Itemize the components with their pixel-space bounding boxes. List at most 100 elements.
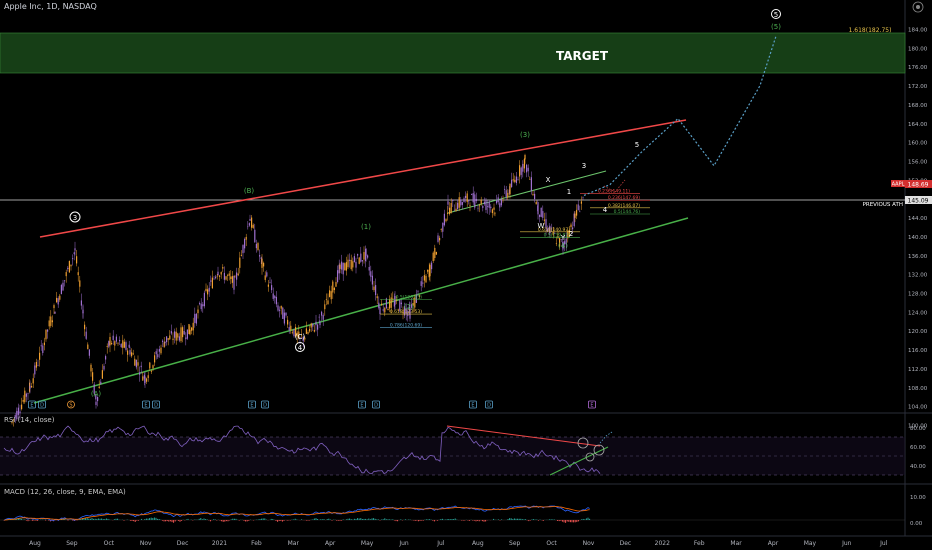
candle-body <box>177 333 179 338</box>
event-marker-icon[interactable] <box>142 400 150 409</box>
settings-icon[interactable] <box>912 1 924 13</box>
candle-body <box>252 224 254 228</box>
target-zone[interactable] <box>0 32 906 74</box>
rsi-projection <box>599 431 613 444</box>
macd-bar <box>206 519 208 520</box>
current-price-label: 148.69 <box>908 182 929 189</box>
candle-body <box>471 194 473 195</box>
event-marker-icon[interactable] <box>152 400 160 409</box>
wave-4: (4) <box>558 242 568 250</box>
macd-bar <box>587 517 589 520</box>
macd-bar <box>467 520 469 521</box>
candle-body <box>67 267 69 269</box>
candle-body <box>565 238 567 245</box>
macd-bar <box>230 519 232 520</box>
candle-body <box>529 179 531 180</box>
rsi-circle-2-icon <box>593 444 605 456</box>
wave-4-circled: 4 <box>298 344 303 352</box>
macd-bar <box>520 518 522 520</box>
price-tick: 124.00 <box>908 310 928 316</box>
event-marker-label: D <box>487 403 491 409</box>
macd-bar <box>483 520 485 522</box>
macd-tick: 10.00 <box>910 495 926 501</box>
time-axis[interactable]: Aug Sep Oct Nov Dec 2021 Feb Mar Apr May Jun Jul Aug… <box>29 540 888 547</box>
event-marker-icon[interactable] <box>358 400 366 409</box>
candle-body <box>574 213 576 218</box>
candles-series[interactable] <box>11 153 584 427</box>
price-axis[interactable]: 184.00 180.00 176.00 172.00 168.00 164.00 160.… <box>908 28 928 430</box>
upper-channel-line[interactable] <box>39 119 687 238</box>
candle-body <box>128 344 130 348</box>
candle-body <box>455 208 457 212</box>
macd-bar <box>102 519 104 520</box>
macd-bar <box>517 518 519 520</box>
macd-bar <box>589 518 591 520</box>
macd-bar <box>317 518 319 520</box>
macd-bar <box>86 517 88 520</box>
candle-body <box>552 231 554 235</box>
candle-body <box>16 410 18 420</box>
candle-body <box>577 204 579 210</box>
inner-wedge-line[interactable] <box>447 170 607 214</box>
macd-bar <box>97 518 99 520</box>
candle-body <box>34 365 36 375</box>
event-marker-icon[interactable] <box>248 400 256 409</box>
candle-body <box>291 332 293 333</box>
macd-bar <box>264 518 266 520</box>
rsi-pane[interactable] <box>0 425 905 476</box>
event-marker-icon[interactable] <box>38 400 46 409</box>
macd-bar <box>104 519 106 520</box>
price-tick: 172.00 <box>908 84 928 90</box>
event-marker-icon[interactable] <box>372 400 380 409</box>
event-marker-icon[interactable] <box>67 400 75 409</box>
candle-body <box>502 199 504 201</box>
candle-body <box>197 309 199 314</box>
macd-bar <box>392 519 394 520</box>
candle-body <box>82 311 84 313</box>
candle-body <box>80 300 82 306</box>
macd-pane[interactable] <box>0 505 905 523</box>
candle-body <box>427 270 429 272</box>
candle-body <box>79 280 81 287</box>
fib-levels[interactable]: 0.5(126.65) 0.618(123.53) 0.786(120.69) 0.2… <box>380 188 650 328</box>
macd-histogram[interactable] <box>3 517 591 523</box>
event-marker-icon[interactable] <box>469 400 477 409</box>
macd-bar <box>227 520 229 522</box>
rsi-trendline-lower[interactable] <box>549 446 609 476</box>
macd-bar <box>374 518 376 520</box>
time-tick: Nov <box>583 540 595 547</box>
candle-body <box>60 284 62 295</box>
price-tick: 104.00 <box>908 405 928 411</box>
macd-bar <box>17 518 19 520</box>
macd-bar <box>278 520 280 522</box>
macd-bar <box>337 520 339 521</box>
event-marker-label: D <box>374 403 378 409</box>
macd-bar <box>222 520 224 522</box>
candle-body <box>120 343 122 348</box>
macd-bar <box>320 519 322 520</box>
candle-body <box>95 401 97 405</box>
candle-body <box>337 270 339 283</box>
macd-bar <box>366 519 368 520</box>
macd-bar <box>293 519 295 520</box>
signal-line[interactable] <box>3 506 590 521</box>
projection-path[interactable] <box>583 35 777 196</box>
candle-body <box>494 212 496 214</box>
candle-body <box>338 264 340 274</box>
macd-bar <box>152 518 154 520</box>
candle-body <box>240 254 242 256</box>
candle-body <box>397 309 399 311</box>
lower-channel-line[interactable] <box>33 217 689 404</box>
time-tick: Apr <box>325 540 336 547</box>
event-marker-icon[interactable] <box>588 400 596 409</box>
event-marker-icon[interactable] <box>261 400 269 409</box>
candle-body <box>409 307 411 319</box>
rsi-line[interactable] <box>3 425 601 475</box>
time-tick: Jul <box>879 540 888 547</box>
candle-body <box>480 199 482 205</box>
event-marker-icon[interactable] <box>485 400 493 409</box>
event-marker-icon[interactable] <box>28 400 36 409</box>
rsi-trendline-upper[interactable] <box>446 425 601 447</box>
